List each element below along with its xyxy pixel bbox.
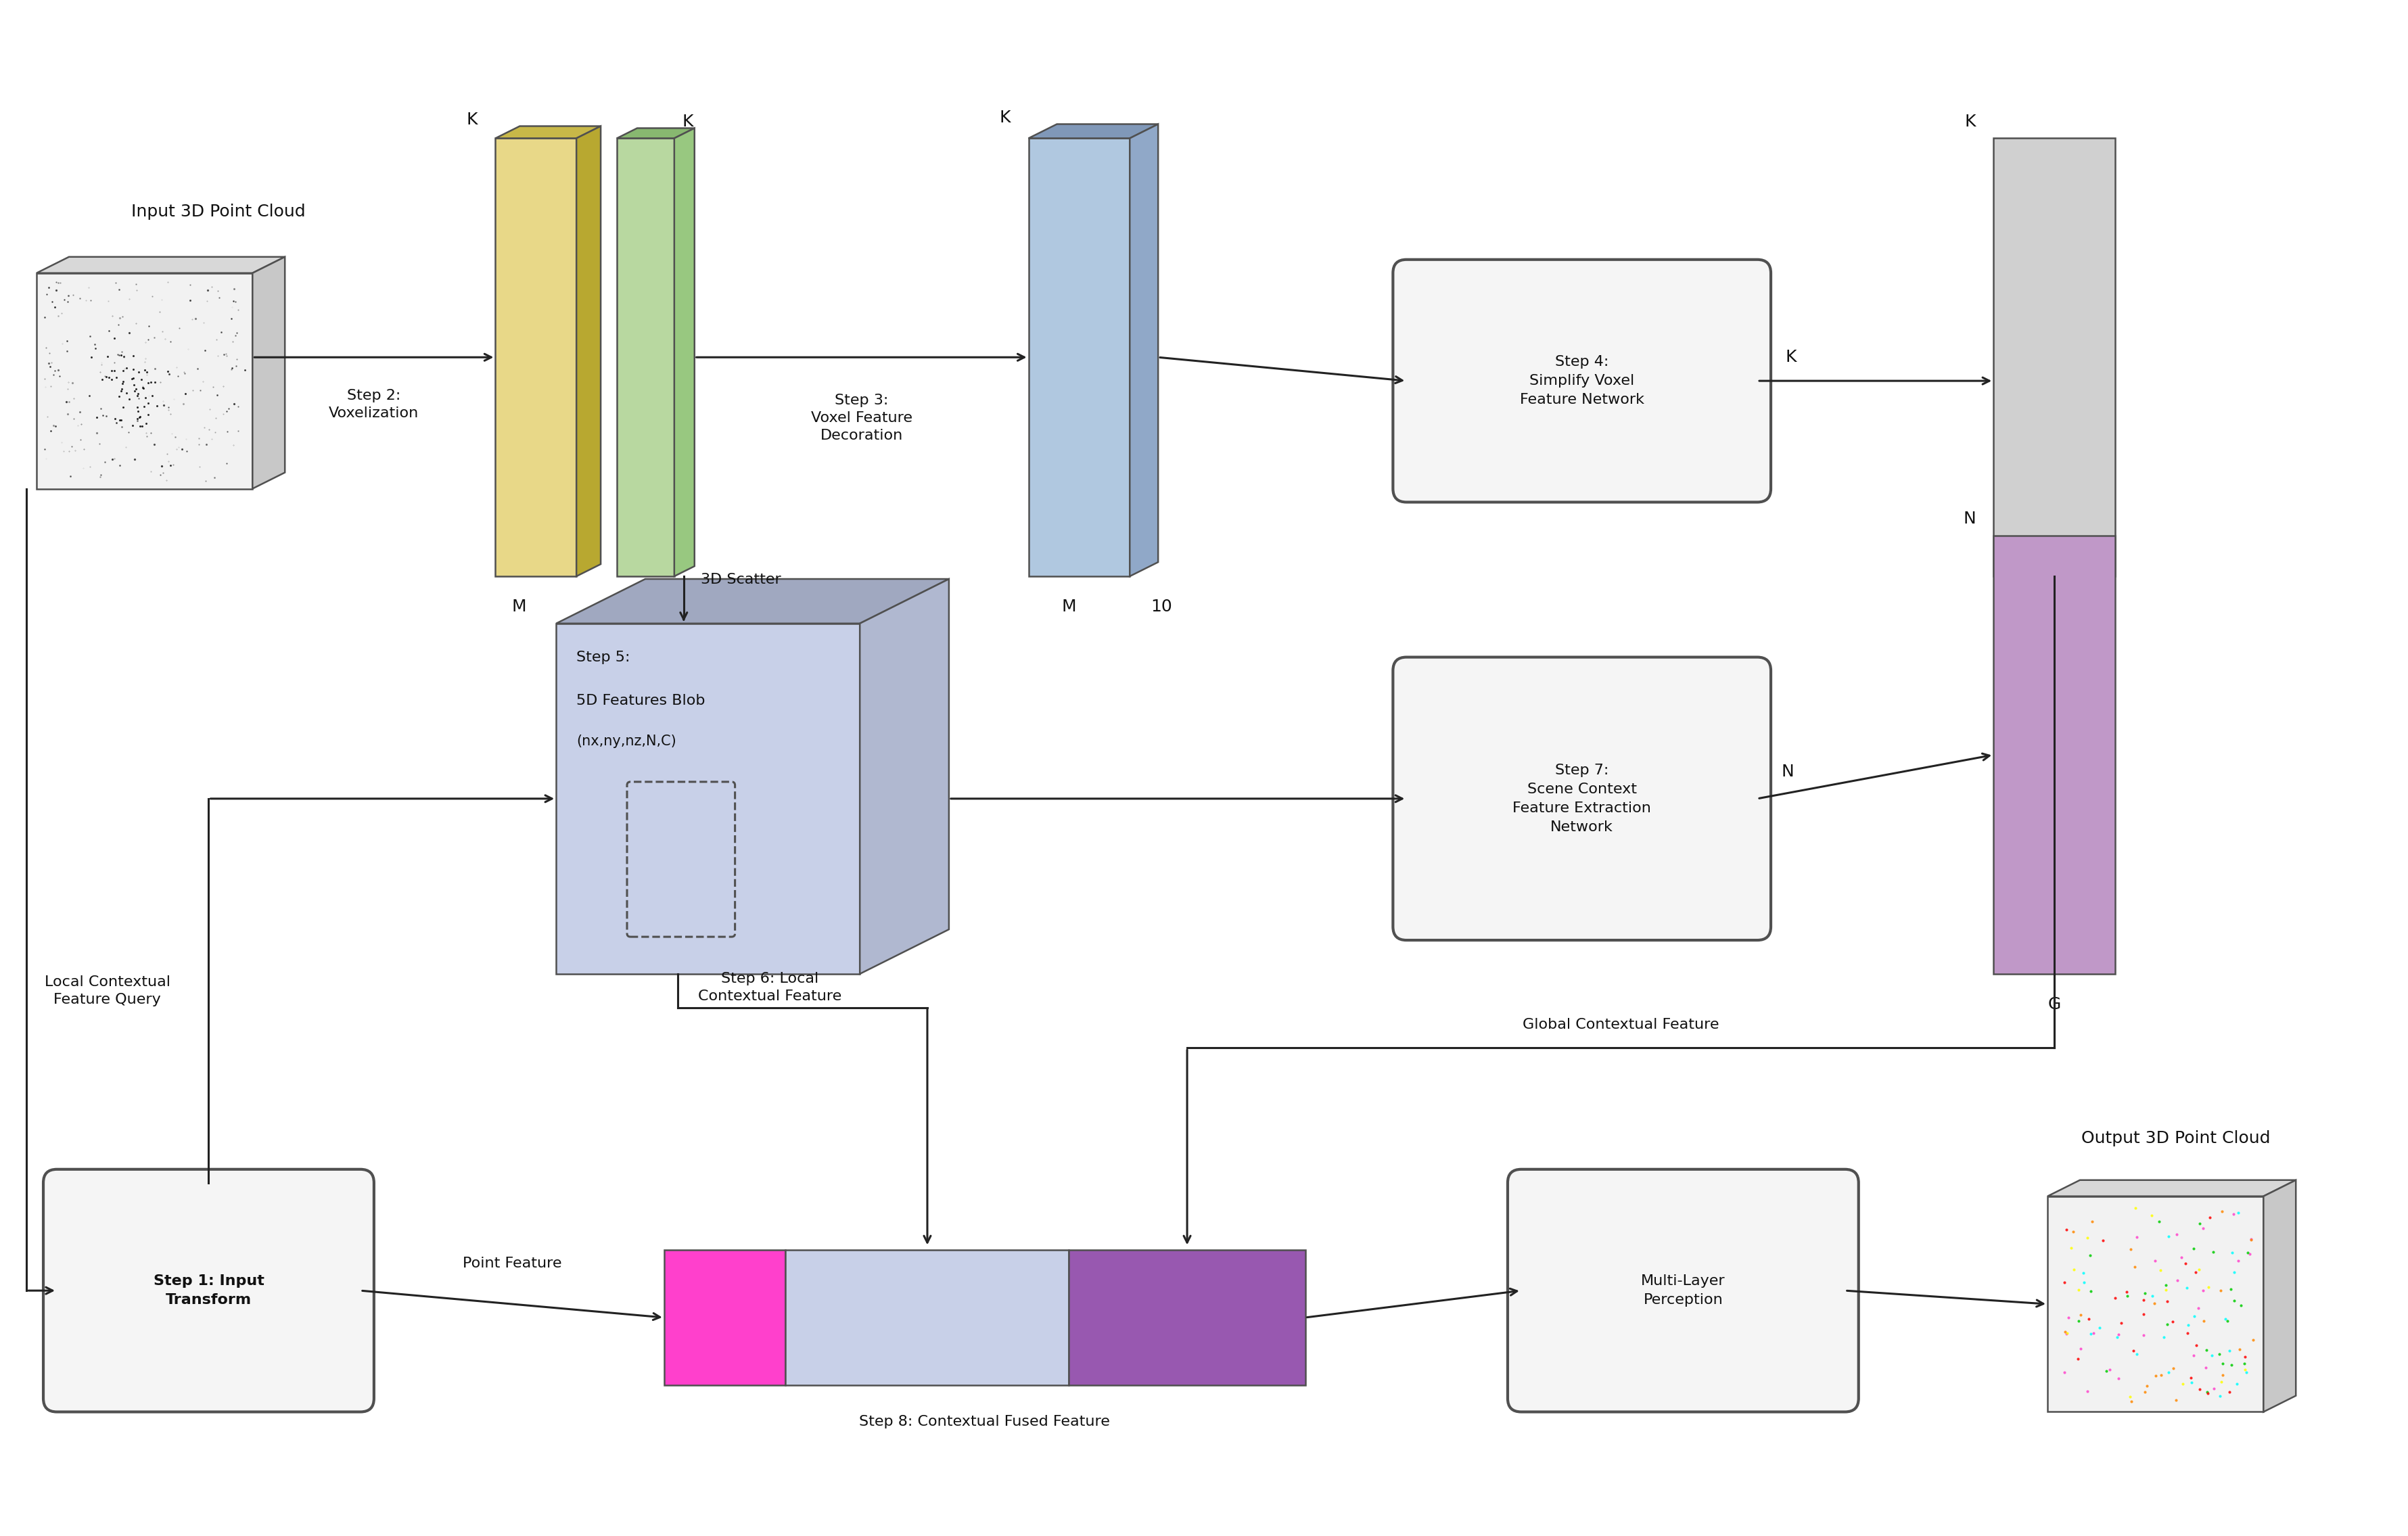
Polygon shape xyxy=(36,257,284,273)
Polygon shape xyxy=(616,138,674,576)
Text: 3D Scatter: 3D Scatter xyxy=(701,573,780,587)
Polygon shape xyxy=(1129,124,1158,576)
Polygon shape xyxy=(556,579,949,624)
Text: Point Feature: Point Feature xyxy=(462,1256,561,1270)
Polygon shape xyxy=(2047,1197,2264,1412)
Text: Step 2:
Voxelization: Step 2: Voxelization xyxy=(330,389,419,421)
Polygon shape xyxy=(556,624,860,974)
Text: K: K xyxy=(1965,114,1975,129)
Text: Step 1: Input
Transform: Step 1: Input Transform xyxy=(154,1275,265,1307)
Polygon shape xyxy=(36,273,253,488)
Bar xyxy=(1069,1250,1305,1385)
Text: Input 3D Point Cloud: Input 3D Point Cloud xyxy=(130,204,306,220)
Text: Step 4:
Simplify Voxel
Feature Network: Step 4: Simplify Voxel Feature Network xyxy=(1519,355,1645,407)
Text: Step 3:
Voxel Feature
Decoration: Step 3: Voxel Feature Decoration xyxy=(811,393,913,442)
Bar xyxy=(785,1250,1069,1385)
Text: 3: 3 xyxy=(641,599,650,614)
Bar xyxy=(665,1250,785,1385)
Text: 5D Features Blob: 5D Features Blob xyxy=(576,694,706,708)
FancyBboxPatch shape xyxy=(1392,260,1770,502)
Text: Global Contextual Feature: Global Contextual Feature xyxy=(1522,1018,1719,1031)
Bar xyxy=(1994,536,2114,974)
Polygon shape xyxy=(496,138,576,576)
Text: G: G xyxy=(2047,995,2061,1012)
Text: M: M xyxy=(513,599,527,614)
Polygon shape xyxy=(616,127,694,138)
Polygon shape xyxy=(2264,1180,2295,1412)
Text: K: K xyxy=(999,109,1011,126)
Text: K: K xyxy=(681,114,694,129)
Text: M: M xyxy=(1062,599,1076,614)
FancyBboxPatch shape xyxy=(1392,657,1770,940)
Text: N: N xyxy=(1782,763,1794,780)
Polygon shape xyxy=(253,257,284,488)
FancyBboxPatch shape xyxy=(43,1169,373,1412)
Text: K: K xyxy=(467,111,477,127)
Text: 10: 10 xyxy=(1151,599,1173,614)
Polygon shape xyxy=(496,126,600,138)
Text: Step 6: Local
Contextual Feature: Step 6: Local Contextual Feature xyxy=(698,972,840,1003)
FancyBboxPatch shape xyxy=(1507,1169,1859,1412)
Bar xyxy=(1994,138,2114,576)
Text: Local Contextual
Feature Query: Local Contextual Feature Query xyxy=(43,975,171,1006)
Polygon shape xyxy=(2047,1180,2295,1197)
Text: Multi-Layer
Perception: Multi-Layer Perception xyxy=(1640,1275,1724,1307)
Text: (nx,ny,nz,N,C): (nx,ny,nz,N,C) xyxy=(576,734,677,748)
Text: 4: 4 xyxy=(600,599,609,614)
Polygon shape xyxy=(576,126,600,576)
Text: Step 8: Contextual Fused Feature: Step 8: Contextual Fused Feature xyxy=(860,1415,1110,1428)
Text: N: N xyxy=(1963,511,1977,527)
Text: K: K xyxy=(1784,349,1796,366)
Polygon shape xyxy=(1028,138,1129,576)
Polygon shape xyxy=(674,127,694,576)
Polygon shape xyxy=(1028,124,1158,138)
Polygon shape xyxy=(860,579,949,974)
Text: Step 7:
Scene Context
Feature Extraction
Network: Step 7: Scene Context Feature Extraction… xyxy=(1512,763,1652,834)
Text: C: C xyxy=(2049,599,2061,614)
Text: Step 5:: Step 5: xyxy=(576,650,631,664)
Text: Output 3D Point Cloud: Output 3D Point Cloud xyxy=(2081,1130,2271,1146)
